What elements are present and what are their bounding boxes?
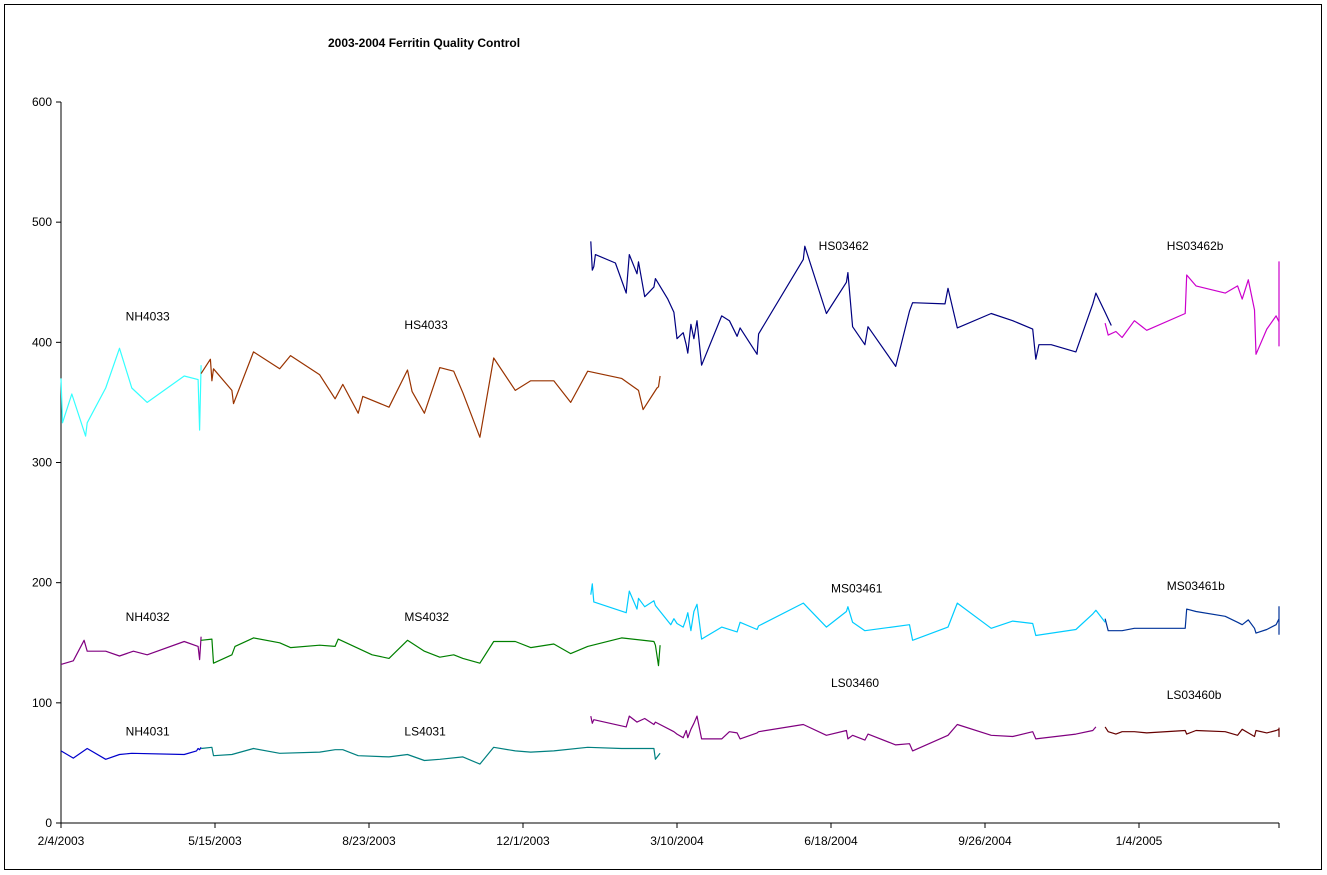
x-tick-label: 1/4/2005 <box>1116 834 1163 848</box>
y-tick-label: 500 <box>32 215 52 229</box>
y-tick-label: 200 <box>32 576 52 590</box>
series-layer <box>60 241 1280 765</box>
series-line-hs4033 <box>200 351 661 438</box>
series-line-nh4032 <box>60 636 202 665</box>
series-label-ls03460: LS03460 <box>831 676 879 690</box>
series-line-ms03461b <box>1104 606 1280 635</box>
y-tick-label: 0 <box>45 816 52 830</box>
series-label-ls03460b: LS03460b <box>1167 688 1222 702</box>
series-line-ls03460 <box>590 715 1097 752</box>
series-line-nh4031 <box>60 746 202 760</box>
chart-title: 2003-2004 Ferritin Quality Control <box>328 36 520 50</box>
x-tick-label: 12/1/2003 <box>496 834 550 848</box>
x-tick-label: 3/10/2004 <box>650 834 704 848</box>
series-label-nh4032: NH4032 <box>126 610 170 624</box>
series-line-hs03462b <box>1104 261 1280 355</box>
series-label-nh4033: NH4033 <box>126 310 170 324</box>
chart-svg: 2003-2004 Ferritin Quality Control 0 100 2… <box>32 36 1280 848</box>
series-line-ms4032 <box>201 637 661 667</box>
y-tick-label: 100 <box>32 696 52 710</box>
series-line-nh4033 <box>60 347 202 437</box>
series-label-hs03462b: HS03462b <box>1167 239 1224 253</box>
series-label-ms03461: MS03461 <box>831 581 883 595</box>
series-label-hs03462: HS03462 <box>819 239 869 253</box>
series-label-nh4031: NH4031 <box>126 724 170 738</box>
y-tick-label: 600 <box>32 95 52 109</box>
series-line-hs03462 <box>590 241 1112 367</box>
series-label-ms4032: MS4032 <box>404 610 449 624</box>
series-label-hs4033: HS4033 <box>404 318 448 332</box>
series-label-ms03461b: MS03461b <box>1167 579 1225 593</box>
x-tick-label: 5/15/2003 <box>188 834 242 848</box>
x-tick-label: 6/18/2004 <box>804 834 858 848</box>
series-line-ls03460b <box>1104 726 1280 738</box>
x-tick-label: 9/26/2004 <box>958 834 1012 848</box>
label-layer: NH4033 HS4033 HS03462 HS03462b NH4032 MS4032 M… <box>126 239 1225 738</box>
axes: 0 100 200 300 400 500 600 2/4/2003 5/15/2003 8/23… <box>32 95 1280 848</box>
series-line-ls4031 <box>201 746 661 765</box>
x-tick-label: 2/4/2003 <box>38 834 85 848</box>
series-label-ls4031: LS4031 <box>404 724 446 738</box>
y-tick-label: 400 <box>32 335 52 349</box>
x-tick-label: 8/23/2003 <box>342 834 396 848</box>
y-tick-label: 300 <box>32 456 52 470</box>
chart-frame: 2003-2004 Ferritin Quality Control 0 100 2… <box>4 4 1322 870</box>
series-line-ms03461 <box>590 583 1106 641</box>
